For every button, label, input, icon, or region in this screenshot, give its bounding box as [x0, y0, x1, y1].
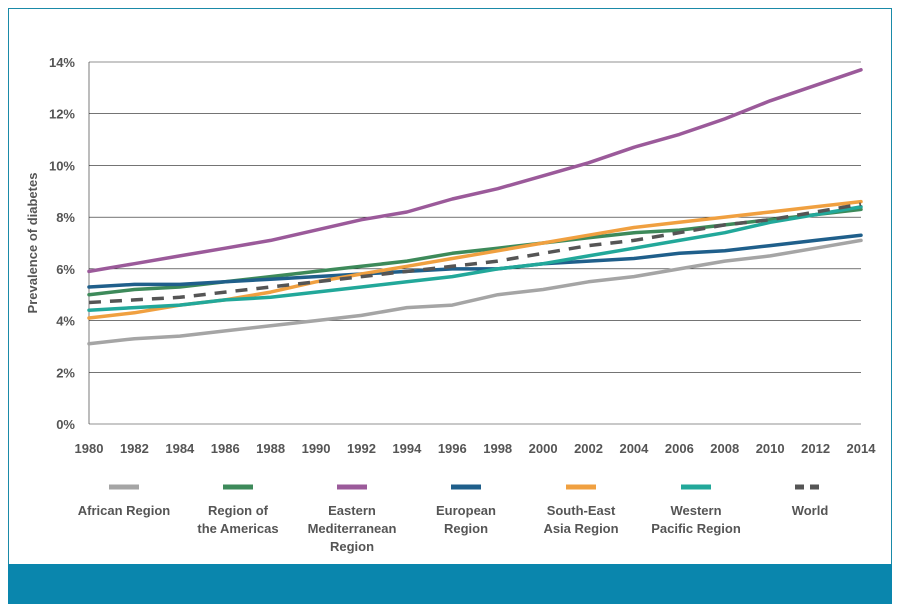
- x-tick-label: 2000: [529, 441, 558, 456]
- y-tick-label: 8%: [56, 210, 75, 225]
- grid-lines: [88, 61, 861, 425]
- x-tick-labels: 1980 1982 1984 1986 1988 1990 1992 1994 1996 1998…: [75, 441, 877, 456]
- legend-label: Region of: [208, 503, 269, 518]
- x-tick-label: 1996: [438, 441, 467, 456]
- y-axis-label: Prevalence of diabetes: [25, 173, 40, 314]
- legend-label: European: [436, 503, 496, 518]
- x-tick-label: 2004: [619, 441, 649, 456]
- legend-item: World: [792, 484, 829, 518]
- legend-label: African Region: [78, 503, 171, 518]
- series-line: [87, 238, 863, 346]
- series-line: [88, 202, 862, 305]
- legend-label: Pacific Region: [651, 521, 741, 536]
- series-line: [87, 205, 863, 312]
- y-tick-labels: 0% 2% 4% 6% 8% 10% 12% 14%: [49, 55, 75, 432]
- legend-item: African Region: [78, 484, 171, 518]
- y-tick-label: 4%: [56, 314, 75, 329]
- x-tick-label: 2012: [801, 441, 830, 456]
- y-tick-label: 2%: [56, 365, 75, 380]
- x-tick-label: 1982: [120, 441, 149, 456]
- legend-label: Mediterranean: [308, 521, 397, 536]
- x-tick-label: 1980: [75, 441, 104, 456]
- legend-item: South-East Asia Region: [543, 484, 619, 536]
- legend: African Region Region of the Americas Easte…: [78, 484, 829, 554]
- legend-label: Asia Region: [543, 521, 618, 536]
- series-line: [87, 68, 863, 274]
- y-tick-label: 6%: [56, 262, 75, 277]
- y-tick-label: 0%: [56, 417, 75, 432]
- x-tick-label: 1988: [256, 441, 285, 456]
- legend-label: Western: [670, 503, 721, 518]
- y-tick-label: 14%: [49, 55, 75, 70]
- x-tick-label: 1998: [483, 441, 512, 456]
- y-tick-label: 10%: [49, 158, 75, 173]
- legend-label: Region: [330, 539, 374, 554]
- legend-item: European Region: [436, 484, 496, 536]
- x-tick-label: 2010: [756, 441, 785, 456]
- series-line: [87, 233, 863, 289]
- series-lines: [87, 68, 863, 346]
- x-tick-label: 2014: [847, 441, 877, 456]
- y-tick-label: 12%: [49, 107, 75, 122]
- legend-label: World: [792, 503, 829, 518]
- legend-item: Eastern Mediterranean Region: [308, 484, 397, 554]
- footer-bar: [8, 564, 892, 604]
- legend-item: Western Pacific Region: [651, 484, 741, 536]
- legend-label: Region: [444, 521, 488, 536]
- x-tick-label: 1992: [347, 441, 376, 456]
- legend-label: the Americas: [197, 521, 278, 536]
- legend-label: South-East: [547, 503, 616, 518]
- legend-item: Region of the Americas: [197, 484, 279, 536]
- x-tick-label: 1986: [211, 441, 240, 456]
- x-tick-label: 2006: [665, 441, 694, 456]
- x-tick-label: 2002: [574, 441, 603, 456]
- x-tick-label: 2008: [710, 441, 739, 456]
- legend-label: Eastern: [328, 503, 376, 518]
- x-tick-label: 1994: [392, 441, 422, 456]
- x-tick-label: 1984: [165, 441, 195, 456]
- x-tick-label: 1990: [302, 441, 331, 456]
